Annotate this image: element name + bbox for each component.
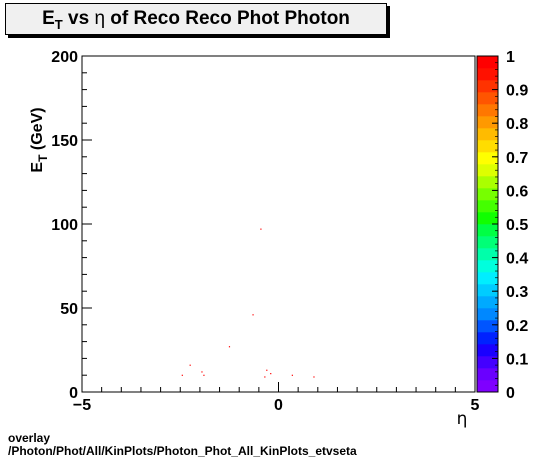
colorbar-swatch bbox=[477, 248, 498, 261]
colorbar-tick-label: 1 bbox=[506, 49, 515, 66]
chart-title: ET vs η of Reco Reco Phot Photon bbox=[6, 4, 386, 34]
footer: overlay /Photon/Phot/All/KinPlots/Photon… bbox=[8, 432, 357, 458]
colorbar-swatch bbox=[477, 176, 498, 189]
colorbar-swatch bbox=[477, 212, 498, 225]
colorbar-swatch bbox=[477, 92, 498, 105]
data-point bbox=[181, 374, 183, 376]
colorbar-swatch bbox=[477, 332, 498, 345]
data-points bbox=[181, 228, 315, 378]
y-label-rest: (GeV) bbox=[29, 107, 46, 154]
data-point bbox=[189, 364, 191, 366]
y-tick-label: 200 bbox=[51, 49, 78, 66]
colorbar-swatch bbox=[477, 344, 498, 357]
y-tick-label: 150 bbox=[51, 133, 78, 150]
colorbar-swatch bbox=[477, 356, 498, 369]
colorbar-tick-label: 0.1 bbox=[506, 351, 528, 368]
data-point bbox=[291, 374, 293, 376]
data-point bbox=[228, 346, 231, 348]
colorbar-swatch bbox=[477, 56, 498, 69]
x-tick-label: −5 bbox=[73, 397, 91, 414]
colorbar-tick-label: 0.2 bbox=[506, 318, 528, 335]
y-axis-label: ET (GeV) bbox=[29, 107, 50, 172]
x-tick-label: 5 bbox=[471, 397, 480, 414]
colorbar-swatch bbox=[477, 116, 498, 129]
footer-line-1: overlay bbox=[8, 431, 51, 445]
axis-ticks bbox=[81, 55, 476, 393]
title-sub-t: T bbox=[54, 16, 63, 32]
y-tick-label: 0 bbox=[69, 385, 78, 402]
colorbar-tick-label: 0.3 bbox=[506, 284, 528, 301]
colorbar-swatch bbox=[477, 260, 498, 273]
colorbar-swatch bbox=[477, 80, 498, 93]
title-eta: η bbox=[94, 8, 106, 29]
colorbar-swatch bbox=[477, 380, 498, 393]
colorbar-swatch bbox=[477, 308, 498, 321]
y-label-e: E bbox=[29, 162, 46, 173]
colorbar-swatch bbox=[477, 164, 498, 177]
data-point bbox=[203, 374, 205, 376]
colorbar-tick-label: 0.4 bbox=[506, 251, 528, 268]
x-tick-label: 0 bbox=[274, 397, 283, 414]
colorbar-swatch bbox=[477, 200, 498, 213]
y-label-sub: T bbox=[36, 154, 50, 162]
data-point bbox=[201, 371, 203, 373]
data-point bbox=[270, 373, 272, 375]
title-vs: vs bbox=[62, 8, 95, 29]
colorbar-swatch bbox=[477, 296, 498, 309]
colorbar-swatch bbox=[477, 188, 498, 201]
colorbar-tick-label: 0.9 bbox=[506, 83, 528, 100]
title-e: E bbox=[42, 8, 55, 29]
data-point bbox=[260, 228, 262, 230]
y-tick-label: 100 bbox=[51, 217, 78, 234]
data-point bbox=[264, 376, 266, 378]
title-rest: of Reco Reco Phot Photon bbox=[105, 8, 350, 29]
plot-frame bbox=[81, 55, 476, 393]
colorbar-swatch bbox=[477, 224, 498, 237]
x-axis-label: η bbox=[457, 409, 468, 429]
colorbar-swatch bbox=[477, 320, 498, 333]
data-point bbox=[266, 369, 268, 371]
data-point bbox=[252, 314, 254, 316]
colorbar-swatch bbox=[477, 284, 498, 297]
colorbar-tick-label: 0.6 bbox=[506, 183, 528, 200]
colorbar-tick-label: 0.8 bbox=[506, 116, 528, 133]
colorbar-swatch bbox=[477, 140, 498, 153]
colorbar-tick-label: 0.7 bbox=[506, 150, 528, 167]
colorbar-tick-label: 0 bbox=[506, 385, 515, 402]
colorbar-swatch bbox=[477, 272, 498, 285]
data-point bbox=[313, 376, 315, 378]
colorbar-tick-label: 0.5 bbox=[506, 217, 528, 234]
colorbar bbox=[476, 55, 499, 393]
footer-line-2: /Photon/Phot/All/KinPlots/Photon_Phot_Al… bbox=[8, 444, 357, 458]
colorbar-swatch bbox=[477, 68, 498, 81]
colorbar-swatch bbox=[477, 128, 498, 141]
y-tick-label: 50 bbox=[60, 301, 78, 318]
title-box: ET vs η of Reco Reco Phot Photon bbox=[5, 3, 387, 35]
colorbar-swatch bbox=[477, 236, 498, 249]
colorbar-labels: 0 0.1 0.2 0.3 0.4 0.5 0.6 0.7 0.8 0.9 1 bbox=[492, 49, 528, 402]
colorbar-swatch bbox=[477, 104, 498, 117]
colorbar-swatch bbox=[477, 152, 498, 165]
colorbar-swatch bbox=[477, 368, 498, 381]
